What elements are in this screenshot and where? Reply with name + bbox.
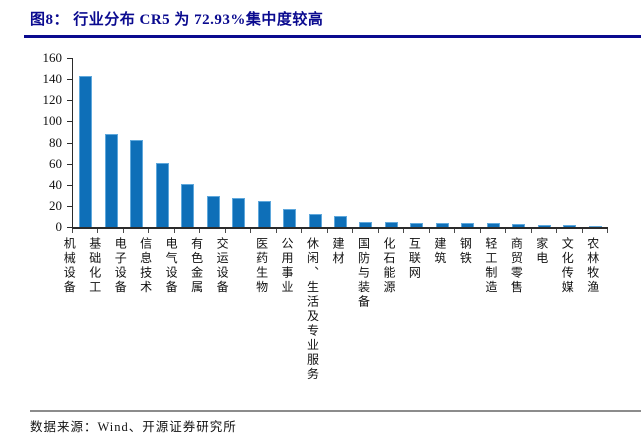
x-axis-tick-mark — [454, 229, 456, 233]
x-axis-tick-mark — [301, 229, 303, 233]
x-axis-label: 交运设备 — [215, 237, 230, 295]
x-axis-tick-mark — [122, 229, 124, 233]
bar — [486, 222, 500, 227]
x-axis-label: 公用事业 — [280, 237, 295, 295]
x-axis-tick-mark — [224, 229, 226, 233]
x-axis-label: 轻工制造 — [483, 237, 498, 295]
bar — [130, 140, 144, 227]
x-axis-label: 信息技术 — [138, 237, 153, 295]
y-axis-tick-mark — [67, 121, 72, 123]
y-axis-tick-label: 20 — [49, 197, 62, 213]
title-rule — [24, 35, 641, 38]
bar — [384, 221, 398, 227]
x-axis-label: 文化传媒 — [560, 237, 575, 295]
bar — [283, 209, 297, 227]
y-axis-tick-label: 80 — [49, 134, 62, 150]
y-axis-tick-mark — [67, 79, 72, 81]
x-axis-tick-mark — [250, 229, 252, 233]
bar — [512, 223, 526, 227]
y-axis-tick-mark — [67, 184, 72, 186]
x-axis-label: 国防与装备 — [356, 237, 371, 310]
bar — [461, 222, 475, 227]
x-axis-tick-mark — [607, 229, 608, 233]
y-axis-tick-mark — [67, 163, 72, 165]
x-axis-label: 建筑 — [432, 237, 447, 266]
x-axis-label: 化石能源 — [381, 237, 396, 295]
x-axis-tick-mark — [275, 229, 277, 233]
x-axis-tick-mark — [173, 229, 175, 233]
y-axis-tick-mark — [67, 227, 72, 228]
x-axis-tick-mark — [352, 229, 354, 233]
y-axis-tick-mark — [67, 100, 72, 102]
x-axis-label: 互联网 — [407, 237, 422, 281]
bar — [232, 198, 246, 227]
x-axis-tick-mark — [97, 229, 99, 233]
y-axis-tick-label: 100 — [42, 113, 63, 129]
y-axis-tick-label: 0 — [55, 219, 63, 234]
x-axis-tick-mark — [148, 229, 150, 233]
bar — [435, 222, 449, 227]
bar — [155, 162, 169, 227]
x-axis-tick-mark — [326, 229, 328, 233]
x-axis-label: 基础化工 — [87, 237, 102, 295]
x-axis-tick-mark — [72, 229, 73, 233]
y-axis-tick-mark — [67, 58, 72, 59]
x-axis-tick-mark — [581, 229, 583, 233]
figure-title: 图8： 行业分布 CR5 为 72.93%集中度较高 — [30, 12, 324, 28]
y-axis-tick-label: 40 — [49, 176, 62, 192]
x-axis-label: 医药生物 — [254, 237, 269, 295]
x-axis-label: 农林牧渔 — [585, 237, 600, 295]
bar — [588, 225, 602, 227]
plot-area — [72, 58, 608, 229]
x-axis-label: 电子设备 — [113, 237, 128, 295]
bar — [206, 196, 220, 227]
bar — [104, 134, 118, 227]
x-axis-label: 商贸零售 — [509, 237, 524, 295]
y-axis-tick-label: 160 — [42, 50, 63, 65]
bar — [537, 224, 551, 227]
bar — [79, 75, 93, 227]
footer-rule — [30, 410, 641, 412]
x-axis-tick-mark — [505, 229, 507, 233]
bar — [359, 221, 373, 227]
bar — [181, 183, 195, 227]
x-axis-tick-mark — [428, 229, 430, 233]
y-axis-tick-label: 120 — [42, 92, 63, 108]
x-axis-tick-mark — [530, 229, 532, 233]
x-axis-label: 建材 — [331, 237, 345, 266]
x-axis-label: 有色金属 — [189, 237, 204, 295]
bar-chart: 0 20 40 60 80 100 120 140 160 机械设备 基础化工 电子设备 信息技术 电气设… — [42, 50, 608, 382]
y-axis-tick-mark — [67, 142, 72, 144]
y-axis-tick-label: 60 — [49, 155, 62, 171]
bar — [410, 222, 424, 227]
x-axis-tick-mark — [479, 229, 481, 233]
x-axis-tick-mark — [377, 229, 379, 233]
x-axis-label: 休闲、生活及专业服务 — [305, 237, 320, 382]
y-axis-tick-label: 140 — [42, 71, 63, 87]
x-axis-label: 家电 — [534, 237, 549, 266]
x-axis-tick-mark — [199, 229, 201, 233]
bar — [308, 214, 322, 227]
bar — [257, 200, 271, 227]
source-note: 数据来源：Wind、开源证券研究所 — [30, 420, 237, 434]
x-axis-label: 机械设备 — [62, 237, 77, 295]
x-axis-label: 电气设备 — [164, 237, 179, 295]
bar — [334, 216, 347, 227]
bar — [563, 224, 577, 227]
y-axis-tick-mark — [67, 205, 72, 207]
x-axis-tick-mark — [403, 229, 405, 233]
x-axis-label: 钢铁 — [458, 237, 473, 266]
x-axis-tick-mark — [556, 229, 558, 233]
